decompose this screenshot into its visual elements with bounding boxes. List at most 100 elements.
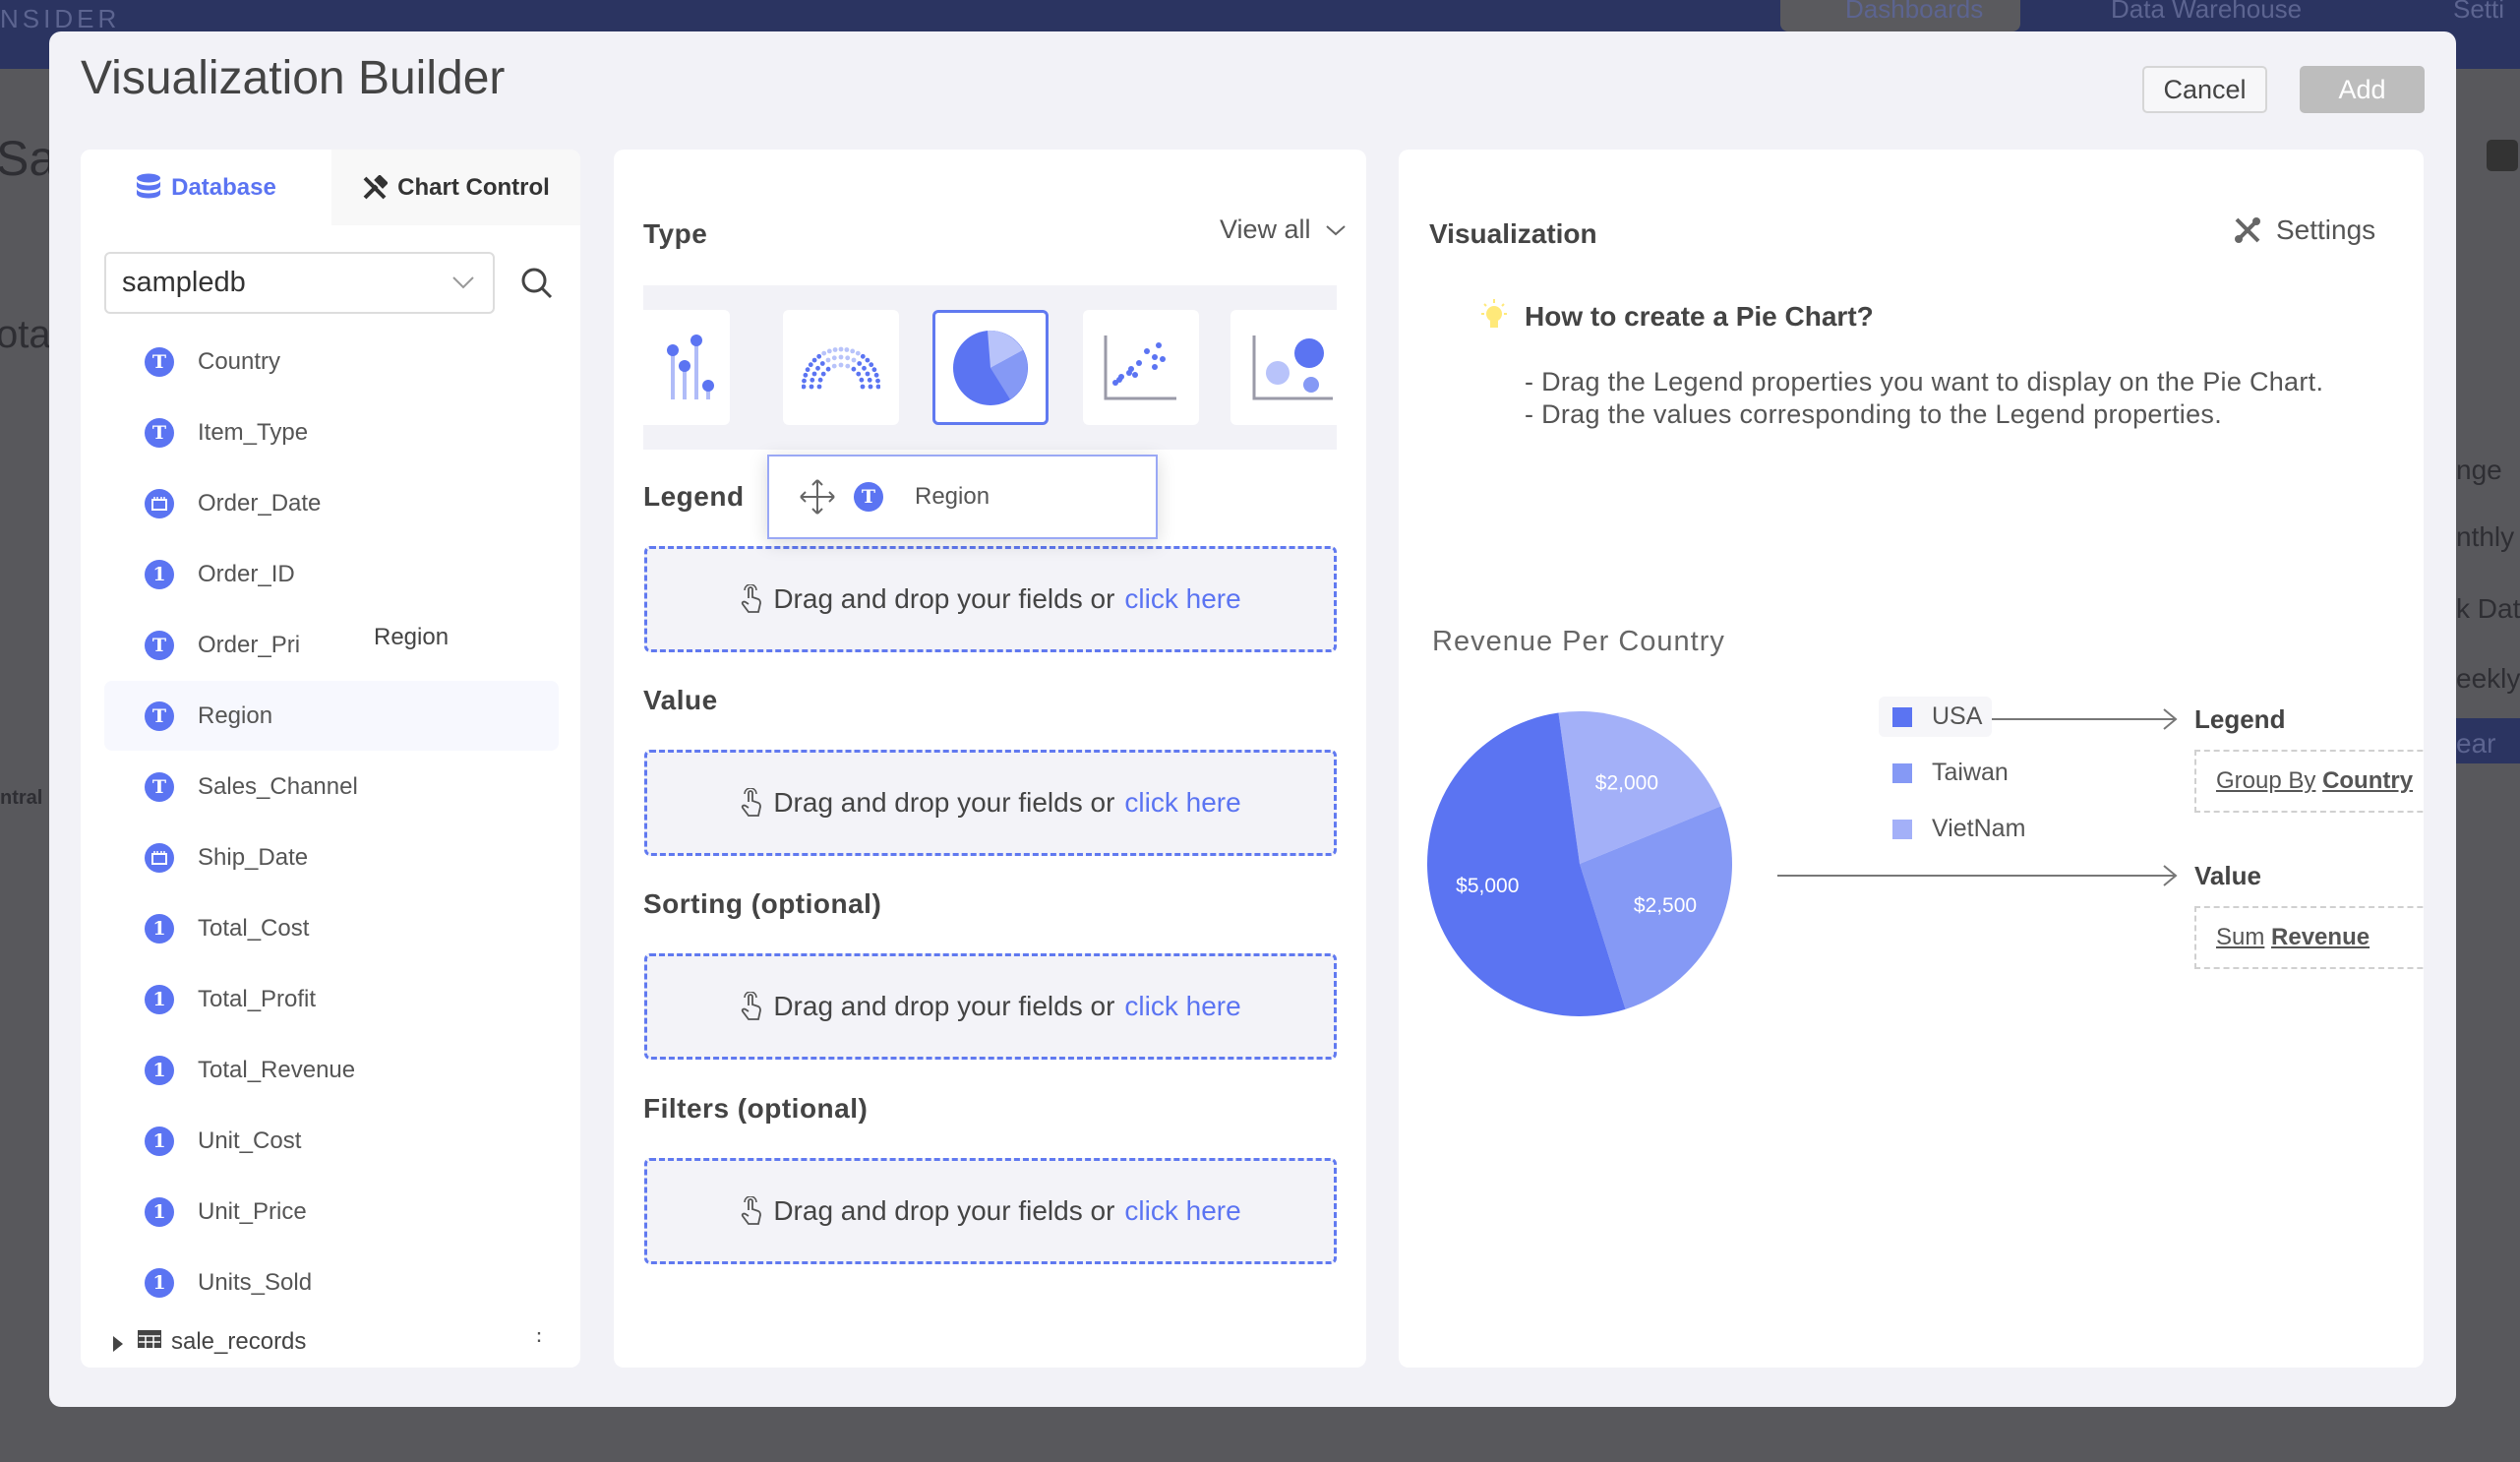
bg-active-item bbox=[2456, 718, 2520, 763]
field-item-total_profit[interactable]: 1 Total_Profit bbox=[104, 964, 559, 1034]
field-item-order_pri[interactable]: T Order_Pri bbox=[104, 610, 559, 680]
bubble-chart-icon bbox=[1252, 335, 1333, 399]
click-here-link[interactable]: click here bbox=[1124, 583, 1241, 614]
drag-hand-icon bbox=[742, 992, 762, 1020]
settings-label: Settings bbox=[2276, 214, 2376, 245]
field-name: Total_Cost bbox=[198, 914, 310, 942]
field-name: Order_ID bbox=[198, 560, 295, 587]
pie-slice-usa[interactable] bbox=[1427, 712, 1626, 1016]
field-item-sales_channel[interactable]: T Sales_Channel bbox=[104, 752, 559, 822]
field-name: Total_Profit bbox=[198, 985, 317, 1012]
field-item-item_type[interactable]: T Item_Type bbox=[104, 397, 559, 467]
legend-label: USA bbox=[1932, 702, 1983, 730]
pie-slice-vietnam[interactable] bbox=[1558, 710, 1721, 864]
bg-text: nthly bbox=[2456, 521, 2515, 552]
bg-text: ntral bbox=[0, 787, 43, 809]
visualization-title: Visualization bbox=[1429, 218, 1597, 249]
legend-heading: Legend bbox=[2194, 704, 2286, 734]
modal-title: Visualization Builder bbox=[81, 52, 506, 104]
caret-right-icon[interactable] bbox=[113, 1336, 123, 1352]
tools-icon bbox=[363, 174, 389, 199]
table-row-sale-records[interactable]: sale_records ⋮ bbox=[81, 1328, 580, 1356]
tab-database[interactable]: Database bbox=[81, 150, 331, 225]
click-here-link[interactable]: click here bbox=[1124, 991, 1241, 1021]
legend-arrow bbox=[1986, 708, 2178, 730]
drop-text: Drag and drop your fields or bbox=[773, 583, 1115, 614]
lollipop-chart-icon bbox=[667, 334, 714, 399]
legend-swatch bbox=[1892, 762, 1912, 783]
value-mapping-box: Sum Revenue bbox=[2194, 906, 2424, 969]
field-item-order_id[interactable]: 1 Order_ID bbox=[104, 539, 559, 609]
data-source-panel: Database Chart Control sampledb T Country… bbox=[81, 150, 580, 1368]
number-type-icon: 1 bbox=[145, 1196, 174, 1227]
chart-type-lollipop[interactable] bbox=[643, 310, 730, 425]
field-name: Region bbox=[198, 701, 273, 729]
chart-type-bubble[interactable] bbox=[1230, 310, 1337, 425]
drop-zone-legend[interactable]: Drag and drop your fields or click here bbox=[644, 546, 1337, 652]
drag-hand-icon bbox=[742, 584, 762, 613]
number-type-icon: 1 bbox=[145, 913, 174, 944]
bg-text: eekly bbox=[2456, 663, 2520, 694]
field-item-units_sold[interactable]: 1 Units_Sold bbox=[104, 1248, 559, 1317]
section-label: Sorting (optional) bbox=[643, 888, 882, 919]
legend-swatch bbox=[1892, 819, 1912, 839]
number-type-icon: 1 bbox=[145, 1055, 174, 1085]
parliament-chart-icon bbox=[802, 346, 880, 389]
legend-swatch bbox=[1892, 706, 1912, 727]
click-here-link[interactable]: click here bbox=[1124, 787, 1241, 818]
field-name: Total_Revenue bbox=[198, 1056, 356, 1083]
lightbulb-icon bbox=[1481, 299, 1507, 328]
drop-text: Drag and drop your fields or bbox=[773, 1195, 1115, 1226]
drag-hand-icon bbox=[742, 788, 762, 817]
field-name: Ship_Date bbox=[198, 843, 309, 871]
tab-label: Chart Control bbox=[397, 173, 550, 201]
chart-type-pie[interactable] bbox=[932, 310, 1049, 425]
field-item-region[interactable]: T Region bbox=[104, 681, 559, 751]
field-name: Sales_Channel bbox=[198, 772, 358, 800]
nav-data-warehouse[interactable]: Data Warehouse bbox=[2111, 0, 2303, 24]
cancel-button[interactable]: Cancel bbox=[2142, 66, 2267, 113]
search-icon[interactable] bbox=[520, 267, 554, 300]
field-item-unit_price[interactable]: 1 Unit_Price bbox=[104, 1177, 559, 1247]
legend-item-vietnam[interactable]: VietNam bbox=[1883, 809, 2035, 849]
more-icon[interactable]: ⋮ bbox=[528, 1328, 550, 1345]
field-item-ship_date[interactable]: Ship_Date bbox=[104, 822, 559, 892]
drop-zone-value[interactable]: Drag and drop your fields or click here bbox=[644, 750, 1337, 856]
field-name: Order_Date bbox=[198, 489, 322, 517]
drop-zone-sorting[interactable]: Drag and drop your fields or click here bbox=[644, 953, 1337, 1060]
add-button[interactable]: Add bbox=[2300, 66, 2425, 113]
nav-dashboards[interactable]: Dashboards bbox=[1845, 0, 1984, 24]
nav-settings[interactable]: Setti bbox=[2453, 0, 2505, 24]
drag-hand-icon bbox=[742, 1196, 762, 1225]
number-type-icon: 1 bbox=[145, 559, 174, 589]
field-list: T Country T Item_Type Order_Date 1 Order_ID T Or… bbox=[81, 338, 580, 1352]
section-label: Value bbox=[643, 685, 718, 715]
move-icon bbox=[800, 479, 835, 515]
text-type-icon: T bbox=[854, 482, 883, 512]
field-item-order_date[interactable]: Order_Date bbox=[104, 468, 559, 538]
chart-type-parliament[interactable] bbox=[783, 310, 899, 425]
field-name: Item_Type bbox=[198, 418, 309, 446]
view-all-button[interactable]: View all bbox=[1220, 214, 1347, 245]
database-select[interactable]: sampledb bbox=[104, 252, 495, 314]
tab-chart-control[interactable]: Chart Control bbox=[331, 150, 580, 225]
scatter-chart-icon bbox=[1104, 335, 1176, 399]
settings-button[interactable]: Settings bbox=[2233, 214, 2375, 246]
field-item-total_revenue[interactable]: 1 Total_Revenue bbox=[104, 1035, 559, 1105]
field-item-country[interactable]: T Country bbox=[104, 338, 559, 396]
chart-type-scatter[interactable] bbox=[1083, 310, 1199, 425]
date-type-icon bbox=[145, 488, 174, 518]
legend-mapping-box: Group By Country bbox=[2194, 750, 2424, 813]
drop-zone-filters[interactable]: Drag and drop your fields or click here bbox=[644, 1158, 1337, 1264]
chevron-down-icon bbox=[1325, 224, 1346, 235]
field-item-total_cost[interactable]: 1 Total_Cost bbox=[104, 893, 559, 963]
legend-item-usa[interactable]: USA bbox=[1879, 697, 1993, 737]
dragging-field-card[interactable]: T Region bbox=[767, 455, 1158, 539]
pie-slice-taiwan[interactable] bbox=[1580, 806, 1732, 1009]
text-type-icon: T bbox=[145, 701, 174, 731]
click-here-link[interactable]: click here bbox=[1124, 1195, 1241, 1226]
legend-item-taiwan[interactable]: Taiwan bbox=[1883, 753, 2018, 793]
chart-config-panel: Type View all Legend Drag and drop your f… bbox=[614, 150, 1366, 1368]
dragging-field-name: Region bbox=[915, 483, 990, 510]
field-item-unit_cost[interactable]: 1 Unit_Cost bbox=[104, 1106, 559, 1176]
